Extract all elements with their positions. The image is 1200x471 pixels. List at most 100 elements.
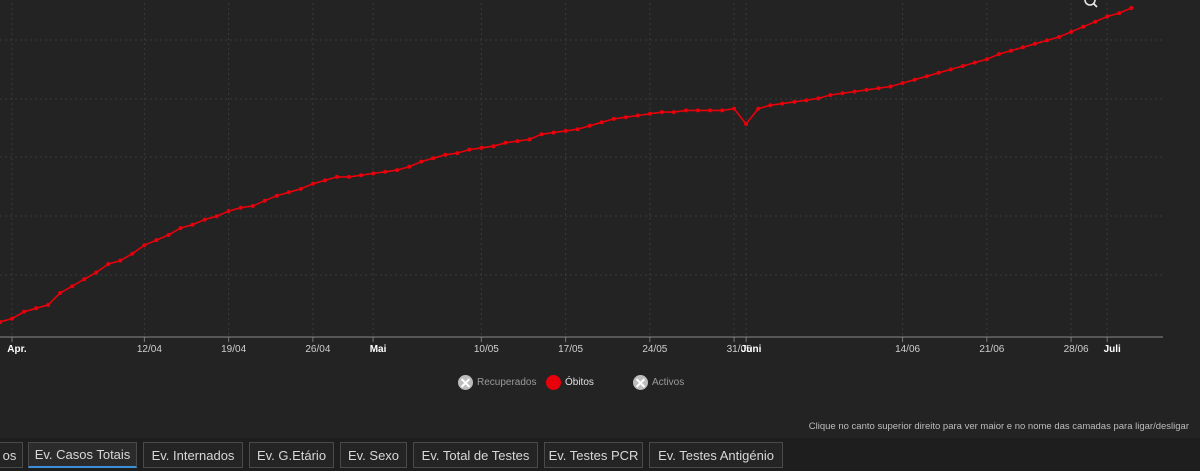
- data-point[interactable]: [298, 186, 303, 191]
- data-point[interactable]: [780, 101, 785, 106]
- data-point[interactable]: [467, 147, 472, 152]
- tab-total-testes[interactable]: Ev. Total de Testes: [413, 442, 538, 468]
- data-point[interactable]: [948, 67, 953, 72]
- data-point[interactable]: [756, 106, 761, 111]
- data-point[interactable]: [659, 110, 664, 115]
- tab-casos-totais[interactable]: Ev. Casos Totais: [28, 442, 137, 468]
- data-point[interactable]: [178, 226, 183, 231]
- data-point[interactable]: [202, 217, 207, 222]
- data-point[interactable]: [82, 277, 87, 282]
- data-point[interactable]: [1105, 14, 1110, 19]
- data-point[interactable]: [1008, 48, 1013, 53]
- tab-prev-partial[interactable]: os: [0, 442, 23, 468]
- data-point[interactable]: [1093, 19, 1098, 24]
- data-point[interactable]: [984, 57, 989, 62]
- data-point[interactable]: [647, 111, 652, 116]
- data-point[interactable]: [876, 86, 881, 91]
- data-point[interactable]: [1129, 6, 1134, 10]
- data-point[interactable]: [286, 190, 291, 195]
- data-point[interactable]: [1020, 45, 1025, 50]
- data-point[interactable]: [864, 87, 869, 92]
- tab-g-etario[interactable]: Ev. G.Etário: [249, 442, 334, 468]
- data-point[interactable]: [708, 108, 712, 113]
- tab-testes-pcr[interactable]: Ev. Testes PCR: [544, 442, 643, 468]
- legend-item-activos[interactable]: Activos: [633, 375, 684, 390]
- data-point[interactable]: [10, 316, 14, 321]
- data-point[interactable]: [515, 139, 520, 144]
- data-point[interactable]: [431, 156, 436, 161]
- zoom-icon[interactable]: [1084, 0, 1098, 8]
- data-point[interactable]: [274, 193, 279, 198]
- data-point[interactable]: [1117, 11, 1122, 16]
- data-point[interactable]: [635, 113, 640, 118]
- data-point[interactable]: [696, 108, 700, 113]
- data-point[interactable]: [106, 262, 111, 266]
- data-point[interactable]: [828, 93, 833, 97]
- data-point[interactable]: [912, 77, 917, 82]
- data-point[interactable]: [238, 205, 243, 210]
- data-point[interactable]: [22, 309, 26, 314]
- data-point[interactable]: [599, 120, 604, 125]
- data-point[interactable]: [46, 302, 51, 307]
- data-point[interactable]: [816, 96, 821, 101]
- data-point[interactable]: [142, 243, 147, 248]
- data-point[interactable]: [395, 168, 400, 173]
- data-point[interactable]: [94, 270, 99, 275]
- data-point[interactable]: [214, 214, 219, 219]
- tab-internados[interactable]: Ev. Internados: [143, 442, 243, 468]
- data-point[interactable]: [503, 140, 508, 145]
- data-point[interactable]: [479, 145, 484, 150]
- data-point[interactable]: [371, 171, 376, 176]
- data-point[interactable]: [166, 233, 171, 237]
- data-point[interactable]: [972, 60, 977, 65]
- data-point[interactable]: [190, 222, 195, 227]
- data-point[interactable]: [334, 174, 339, 179]
- data-point[interactable]: [130, 251, 135, 256]
- data-point[interactable]: [443, 152, 448, 157]
- data-point[interactable]: [900, 81, 905, 86]
- data-point[interactable]: [888, 84, 893, 89]
- data-point[interactable]: [1045, 38, 1049, 43]
- data-point[interactable]: [671, 110, 676, 115]
- data-point[interactable]: [34, 306, 39, 311]
- data-point[interactable]: [262, 198, 267, 203]
- data-point[interactable]: [419, 159, 424, 164]
- data-point[interactable]: [407, 164, 412, 169]
- data-point[interactable]: [359, 173, 363, 178]
- data-point[interactable]: [322, 178, 327, 183]
- data-point[interactable]: [0, 320, 2, 324]
- data-point[interactable]: [347, 174, 351, 179]
- data-point[interactable]: [852, 89, 857, 94]
- data-point[interactable]: [527, 137, 532, 142]
- legend-item-recuperados[interactable]: Recuperados: [458, 375, 536, 390]
- data-point[interactable]: [1033, 41, 1037, 46]
- data-point[interactable]: [960, 64, 965, 68]
- data-point[interactable]: [58, 291, 63, 295]
- data-point[interactable]: [936, 70, 941, 75]
- data-point[interactable]: [70, 284, 75, 289]
- data-point[interactable]: [563, 128, 568, 133]
- data-point[interactable]: [1069, 29, 1074, 34]
- data-point[interactable]: [455, 151, 460, 156]
- data-point[interactable]: [226, 209, 231, 214]
- data-point[interactable]: [154, 238, 159, 243]
- tab-testes-antigenio[interactable]: Ev. Testes Antigénio: [649, 442, 783, 468]
- data-point[interactable]: [1081, 24, 1086, 29]
- data-point[interactable]: [250, 204, 255, 208]
- data-point[interactable]: [924, 74, 929, 79]
- data-point[interactable]: [768, 103, 773, 108]
- tab-sexo[interactable]: Ev. Sexo: [340, 442, 407, 468]
- data-point[interactable]: [551, 130, 556, 135]
- data-point[interactable]: [383, 169, 388, 174]
- data-point[interactable]: [684, 108, 688, 113]
- data-point[interactable]: [310, 181, 315, 186]
- data-point[interactable]: [623, 115, 628, 120]
- data-point[interactable]: [720, 108, 725, 113]
- data-point[interactable]: [491, 144, 496, 149]
- data-point[interactable]: [804, 98, 809, 103]
- data-point[interactable]: [732, 106, 737, 111]
- data-point[interactable]: [118, 258, 123, 263]
- data-point[interactable]: [611, 116, 616, 121]
- legend-item-obitos[interactable]: Óbitos: [546, 375, 594, 390]
- data-point[interactable]: [744, 122, 749, 126]
